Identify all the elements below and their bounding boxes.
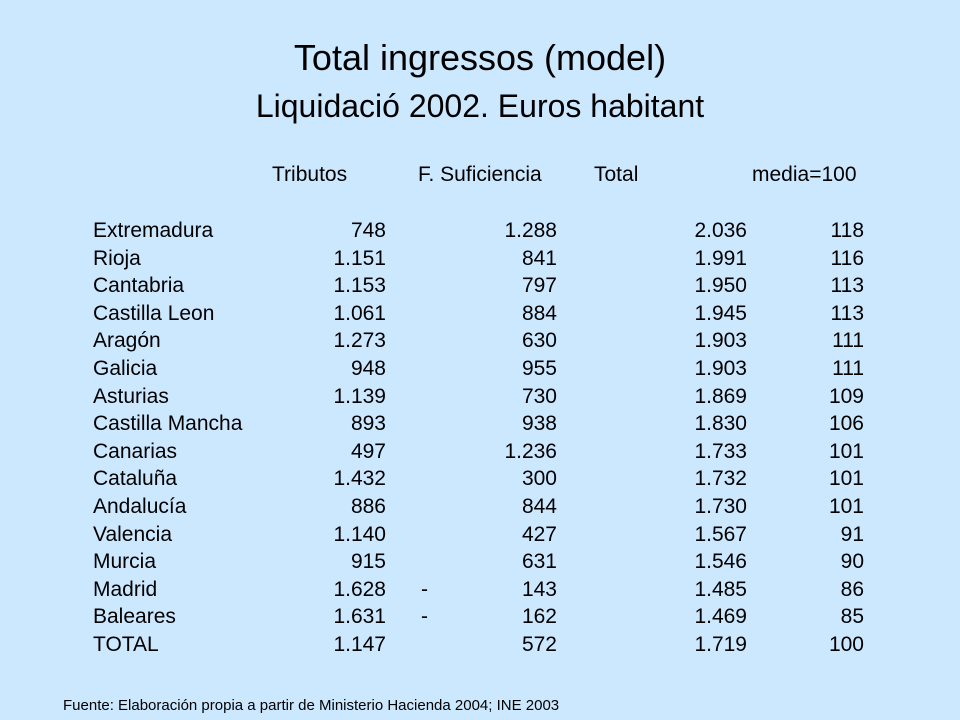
cell-total: 2.036: [694, 219, 747, 242]
cell-region: Baleares: [93, 605, 176, 628]
cell-media: 100: [828, 633, 864, 656]
cell-tributos: 1.432: [333, 467, 386, 490]
cell-region: TOTAL: [93, 633, 159, 656]
cell-f-suficiencia: 938: [521, 412, 557, 435]
cell-f-suficiencia: 797: [521, 274, 557, 297]
cell-media: 118: [830, 219, 864, 242]
cell-total: 1.469: [694, 605, 747, 628]
cell-total: 1.945: [694, 302, 747, 325]
cell-tributos: 1.140: [333, 523, 386, 546]
cell-media: 106: [828, 412, 864, 435]
cell-media: 113: [830, 274, 864, 297]
cell-tributos: 1.147: [333, 633, 386, 656]
cell-total: 1.546: [694, 550, 747, 573]
cell-sign: -: [421, 578, 428, 601]
cell-region: Cataluña: [93, 467, 178, 490]
cell-f-suficiencia: 427: [521, 523, 557, 546]
column-header-media: media=100: [752, 163, 857, 186]
cell-f-suficiencia: 730: [521, 385, 557, 408]
cell-f-suficiencia: 884: [521, 302, 557, 325]
cell-total: 1.485: [694, 578, 747, 601]
cell-media: 113: [830, 302, 864, 325]
cell-total: 1.830: [694, 412, 747, 435]
cell-region: Galicia: [93, 357, 158, 380]
cell-total: 1.903: [694, 329, 747, 352]
cell-f-suficiencia: 841: [521, 247, 557, 270]
cell-total: 1.567: [694, 523, 747, 546]
cell-tributos: 748: [350, 219, 386, 242]
cell-tributos: 1.153: [333, 274, 386, 297]
cell-media: 109: [828, 385, 864, 408]
cell-f-suficiencia: 1.236: [504, 440, 557, 463]
cell-media: 85: [840, 605, 864, 628]
cell-tributos: 1.631: [333, 605, 386, 628]
cell-total: 1.991: [694, 247, 747, 270]
column-header-tributos: Tributos: [272, 163, 348, 186]
cell-media: 111: [832, 329, 864, 352]
cell-total: 1.730: [694, 495, 747, 518]
cell-region: Aragón: [93, 329, 161, 352]
cell-f-suficiencia: 1.288: [504, 219, 557, 242]
cell-region: Andalucía: [93, 495, 187, 518]
cell-f-suficiencia: 300: [521, 467, 557, 490]
cell-f-suficiencia: 572: [521, 633, 557, 656]
cell-tributos: 886: [350, 495, 386, 518]
cell-total: 1.719: [694, 633, 747, 656]
cell-f-suficiencia: 631: [521, 550, 557, 573]
cell-tributos: 948: [350, 357, 386, 380]
cell-region: Valencia: [93, 523, 172, 546]
page-title: Total ingressos (model): [293, 37, 667, 78]
cell-media: 86: [840, 578, 864, 601]
column-header-f-suficiencia: F. Suficiencia: [418, 163, 542, 186]
cell-media: 101: [828, 467, 864, 490]
cell-region: Rioja: [93, 247, 141, 270]
cell-region: Castilla Leon: [93, 302, 215, 325]
cell-sign: -: [421, 605, 428, 628]
cell-tributos: 497: [350, 440, 386, 463]
cell-region: Cantabria: [93, 274, 185, 297]
cell-total: 1.869: [694, 385, 747, 408]
cell-region: Asturias: [93, 385, 169, 408]
cell-media: 101: [828, 495, 864, 518]
cell-total: 1.903: [694, 357, 747, 380]
cell-media: 116: [830, 247, 864, 270]
cell-media: 90: [840, 550, 864, 573]
cell-f-suficiencia: 162: [521, 605, 557, 628]
column-header-total: Total: [594, 163, 639, 186]
cell-region: Castilla Mancha: [93, 412, 243, 435]
cell-tributos: 1.628: [333, 578, 386, 601]
cell-media: 111: [832, 357, 864, 380]
cell-media: 91: [840, 523, 864, 546]
cell-tributos: 1.139: [333, 385, 386, 408]
cell-total: 1.950: [694, 274, 747, 297]
cell-total: 1.733: [694, 440, 747, 463]
cell-tributos: 1.151: [333, 247, 386, 270]
cell-region: Canarias: [93, 440, 178, 463]
cell-region: Murcia: [93, 550, 157, 573]
cell-f-suficiencia: 143: [521, 578, 557, 601]
cell-tributos: 915: [350, 550, 386, 573]
cell-region: Madrid: [93, 578, 158, 601]
cell-f-suficiencia: 844: [521, 495, 557, 518]
cell-tributos: 1.273: [333, 329, 386, 352]
cell-region: Extremadura: [93, 219, 214, 242]
source-footnote: Fuente: Elaboración propia a partir de M…: [63, 697, 560, 714]
cell-media: 101: [828, 440, 864, 463]
cell-f-suficiencia: 630: [521, 329, 557, 352]
cell-tributos: 1.061: [333, 302, 386, 325]
cell-f-suficiencia: 955: [521, 357, 557, 380]
cell-tributos: 893: [350, 412, 386, 435]
page-subtitle: Liquidació 2002. Euros habitant: [255, 88, 705, 124]
cell-total: 1.732: [694, 467, 747, 490]
